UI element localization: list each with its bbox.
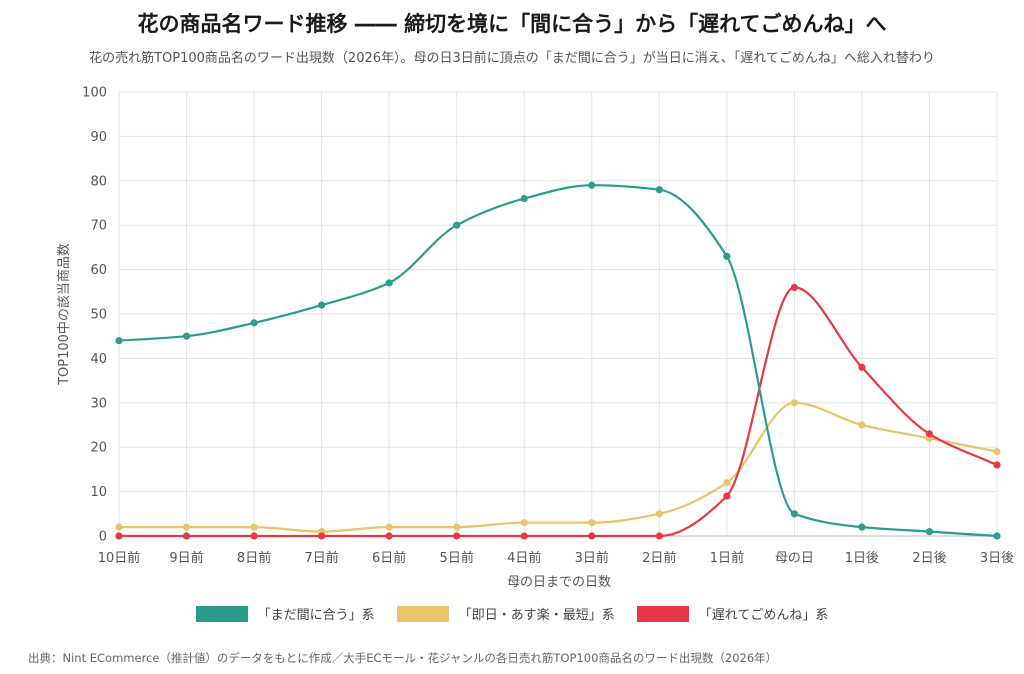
data-point-sokujitsu[interactable] — [385, 523, 393, 531]
chart-title: 花の商品名ワード推移 ―― 締切を境に「間に合う」から「遅れてごめんね」へ — [137, 12, 887, 36]
y-tick-label: 10 — [90, 485, 107, 500]
x-tick-label: 7日前 — [304, 550, 338, 566]
data-point-sokujitsu[interactable] — [520, 519, 528, 527]
line-chart: 0 10 20 30 40 50 60 70 80 90 100 10日前 9日前 8日前 7日前 6日前 5日… — [56, 86, 1014, 591]
data-point-made-ni-au[interactable] — [858, 523, 866, 531]
x-tick-label: 1日前 — [710, 550, 744, 566]
x-tick-label: 9日前 — [169, 550, 203, 566]
legend-item-sokujitsu[interactable]: 「即日・あす楽・最短」系 — [396, 604, 615, 623]
y-tick-label: 0 — [99, 530, 107, 545]
y-tick-label: 60 — [90, 263, 107, 278]
data-point-okurete-gomen[interactable] — [453, 532, 461, 540]
data-point-sokujitsu[interactable] — [453, 523, 461, 531]
x-tick-label: 10日前 — [98, 550, 141, 566]
legend-swatch-okurete-gomen — [636, 605, 689, 622]
data-point-made-ni-au[interactable] — [318, 301, 326, 309]
legend-item-made-ni-au[interactable]: 「まだ間に合う」系 — [195, 604, 375, 623]
data-point-okurete-gomen[interactable] — [250, 532, 258, 540]
y-tick-label: 80 — [90, 174, 107, 189]
data-point-sokujitsu[interactable] — [588, 519, 596, 527]
data-point-made-ni-au[interactable] — [790, 510, 798, 518]
data-point-made-ni-au[interactable] — [655, 186, 663, 194]
data-point-sokujitsu[interactable] — [655, 510, 663, 518]
data-point-okurete-gomen[interactable] — [588, 532, 596, 540]
source-note: 出典：Nint ECommerce（推計値）のデータをもとに作成／大手ECモール… — [28, 651, 778, 665]
x-tick-label: 3日後 — [980, 551, 1014, 566]
x-tick-label: 2日後 — [912, 551, 946, 566]
data-point-sokujitsu[interactable] — [115, 523, 123, 531]
data-point-okurete-gomen[interactable] — [520, 532, 528, 540]
y-axis-label: TOP100中の該当商品数 — [56, 243, 72, 386]
data-point-okurete-gomen[interactable] — [182, 532, 191, 540]
legend-item-okurete-gomen[interactable]: 「遅れてごめんね」系 — [636, 604, 829, 623]
data-point-sokujitsu[interactable] — [993, 448, 1001, 456]
grid-layer — [118, 91, 998, 537]
axis-layer: 0 10 20 30 40 50 60 70 80 90 100 10日前 9日前 8日前 7日前 6日前 5日… — [82, 86, 1014, 567]
y-tick-label: 50 — [90, 308, 107, 323]
y-tick-label: 70 — [90, 219, 107, 234]
data-point-okurete-gomen[interactable] — [925, 430, 934, 438]
y-tick-label: 100 — [82, 86, 107, 101]
x-tick-label: 母の日 — [775, 551, 814, 566]
data-point-made-ni-au[interactable] — [993, 532, 1001, 540]
data-point-made-ni-au[interactable] — [453, 221, 461, 229]
x-tick-label: 6日前 — [372, 550, 406, 566]
data-point-made-ni-au[interactable] — [385, 279, 393, 287]
series-line-sokujitsu — [119, 401, 998, 533]
y-tick-label: 90 — [90, 130, 107, 145]
data-point-made-ni-au[interactable] — [723, 252, 731, 260]
data-point-sokujitsu[interactable] — [250, 523, 258, 531]
legend-swatch-sokujitsu — [396, 605, 449, 622]
data-point-made-ni-au[interactable] — [925, 527, 934, 536]
data-point-made-ni-au[interactable] — [115, 337, 123, 345]
series-line-made-ni-au — [118, 184, 998, 538]
legend-swatch-made-ni-au — [195, 605, 248, 622]
chart-subtitle: 花の売れ筋TOP100商品名のワード出現数（2026年）。母の日3日前に頂点の「… — [89, 51, 935, 66]
data-point-sokujitsu[interactable] — [858, 421, 866, 429]
data-point-okurete-gomen[interactable] — [858, 363, 866, 371]
data-point-made-ni-au[interactable] — [182, 332, 191, 340]
data-point-okurete-gomen[interactable] — [655, 532, 663, 540]
data-point-sokujitsu[interactable] — [790, 399, 798, 407]
legend-label-okurete-gomen: 「遅れてごめんね」系 — [698, 608, 829, 623]
data-point-okurete-gomen[interactable] — [790, 283, 798, 291]
x-tick-label: 1日後 — [845, 551, 879, 566]
legend-label-made-ni-au: 「まだ間に合う」系 — [257, 608, 375, 623]
data-point-okurete-gomen[interactable] — [993, 461, 1001, 469]
x-tick-label: 4日前 — [507, 550, 541, 566]
legend-label-sokujitsu: 「即日・あす楽・最短」系 — [458, 608, 615, 623]
x-tick-label: 3日前 — [575, 550, 609, 566]
data-point-okurete-gomen[interactable] — [385, 532, 393, 540]
data-point-sokujitsu[interactable] — [182, 523, 191, 531]
data-point-okurete-gomen[interactable] — [318, 532, 326, 540]
data-point-okurete-gomen[interactable] — [723, 492, 731, 500]
data-point-made-ni-au[interactable] — [520, 194, 528, 203]
x-tick-label: 5日前 — [440, 550, 474, 566]
data-point-made-ni-au[interactable] — [250, 319, 258, 327]
y-tick-label: 40 — [90, 352, 107, 367]
data-point-made-ni-au[interactable] — [588, 181, 596, 189]
x-axis-label: 母の日までの日数 — [507, 575, 611, 590]
y-tick-label: 30 — [90, 396, 107, 411]
y-tick-label: 20 — [90, 441, 107, 456]
data-point-sokujitsu[interactable] — [723, 479, 731, 487]
legend: 「まだ間に合う」系 「即日・あす楽・最短」系 「遅れてごめんね」系 — [0, 604, 1024, 623]
data-point-okurete-gomen[interactable] — [115, 532, 123, 540]
x-tick-label: 2日前 — [642, 550, 676, 566]
x-tick-label: 8日前 — [237, 550, 271, 566]
series-layer — [115, 181, 1001, 540]
